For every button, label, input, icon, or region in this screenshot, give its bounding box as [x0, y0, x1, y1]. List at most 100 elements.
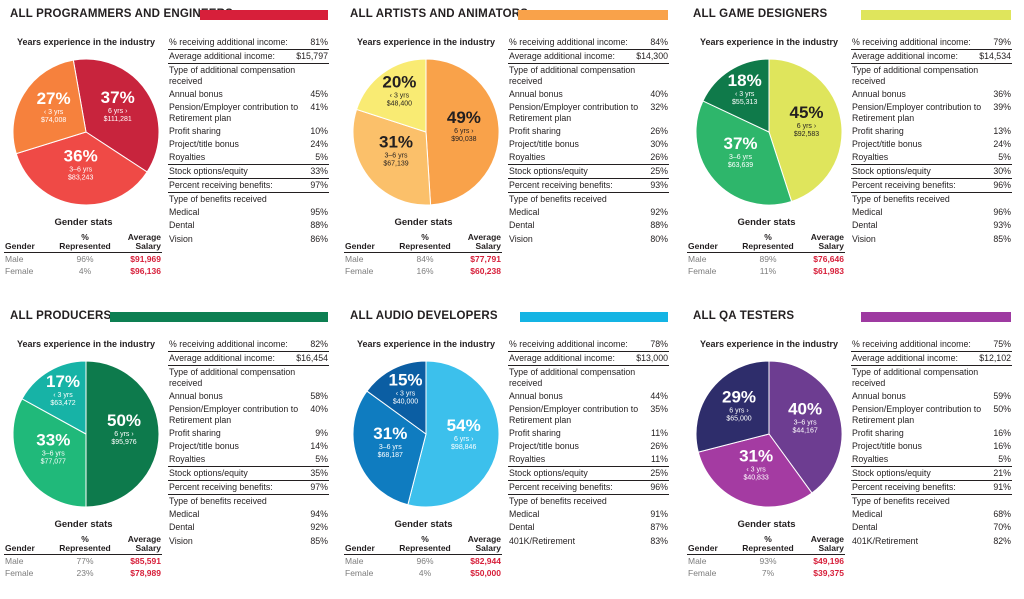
slice-label: 31%3–6 yrs$67,139	[379, 132, 413, 167]
stats-value: 75%	[993, 339, 1011, 350]
stats-row: Stock options/equity 21%	[851, 467, 1012, 481]
pie-title: Years experience in the industry	[699, 339, 839, 349]
stats-row: Stock options/equity 25%	[508, 165, 669, 179]
stats-row: Medical 68%	[851, 508, 1012, 521]
gender-percent: 96%	[416, 555, 434, 566]
gender-salary: $85,591	[130, 555, 161, 566]
slice-years: ‹ 3 yrs	[396, 391, 416, 398]
slice-percent: 54%	[447, 416, 481, 435]
stats-row: Pension/Employer contribution to Retirem…	[851, 403, 1012, 427]
stats-label: Annual bonus	[852, 391, 906, 402]
stats-label: Stock options/equity	[509, 166, 588, 177]
stats-label: Stock options/equity	[852, 166, 931, 177]
slice-percent: 18%	[728, 71, 762, 90]
pie-slice	[768, 58, 843, 203]
chart-panel: ALL GAME DESIGNERS Years experience in th…	[683, 0, 1016, 296]
gender-row: Female 4% $96,136	[4, 265, 162, 277]
stats-row: Project/title bonus 24%	[851, 138, 1012, 151]
gender-header-row: Gender% Represented Average Salary	[687, 233, 845, 253]
stats-row: Annual bonus 45%	[168, 88, 329, 101]
stats-value: 96%	[993, 207, 1011, 218]
gender-percent: 93%	[759, 555, 777, 566]
slice-percent: 37%	[723, 134, 757, 153]
stats-value: 68%	[993, 509, 1011, 520]
stats-row: Average additional income: $14,534	[851, 50, 1012, 65]
slice-salary: $63,639	[728, 162, 753, 169]
stats-label: Percent receiving benefits:	[169, 180, 273, 191]
slice-percent: 17%	[46, 372, 80, 391]
stats-label: Percent receiving benefits:	[509, 180, 613, 191]
gender-percent: 96%	[76, 253, 94, 264]
stats-label: Project/title bonus	[169, 440, 239, 451]
stats-label: Dental	[852, 220, 878, 231]
pie-title: Years experience in the industry	[356, 37, 496, 47]
pie-slice	[85, 360, 160, 508]
gender-label: Female	[688, 567, 717, 578]
stats-value: 93%	[650, 180, 668, 191]
chart-panel: ALL PRODUCERS Years experience in the ind…	[0, 302, 333, 598]
pie-slice	[352, 390, 427, 506]
slice-percent: 33%	[36, 430, 70, 449]
gender-column-header: % Represented	[394, 535, 456, 555]
stats-value: 16%	[993, 440, 1011, 451]
slice-salary: $98,846	[451, 444, 476, 451]
pie-chart: 40%3–6 yrs$44,167 31%‹ 3 yrs$40,833 29%6 y…	[695, 360, 843, 508]
stats-label: Profit sharing	[169, 125, 221, 136]
gender-row: Male 84% $77,791	[344, 253, 502, 265]
stats-value: 80%	[650, 233, 668, 244]
slice-salary: $90,038	[451, 136, 476, 143]
stats-row: Dental 70%	[851, 521, 1012, 534]
pie-title: Years experience in the industry	[699, 37, 839, 47]
stats-label: Average additional income:	[169, 353, 275, 364]
stats-value: 41%	[310, 102, 328, 113]
stats-label: Profit sharing	[169, 427, 221, 438]
slice-years: 3–6 yrs	[69, 167, 92, 174]
stats-label: Dental	[169, 522, 195, 533]
stats-value: 40%	[650, 89, 668, 100]
stats-value: 35%	[650, 404, 668, 415]
slice-salary: $40,833	[743, 475, 768, 482]
stats-row: Project/title bonus 24%	[168, 138, 329, 151]
stats-label: Medical	[509, 207, 540, 218]
stats-row: Stock options/equity 33%	[168, 165, 329, 179]
pie-chart: 45%6 yrs ›$92,583 37%3–6 yrs$63,639 18%‹ 3…	[695, 58, 843, 206]
stats-label: Percent receiving benefits:	[169, 482, 273, 493]
stats-value: 91%	[650, 509, 668, 520]
gender-row: Male 77% $85,591	[4, 555, 162, 567]
gender-row: Female 4% $50,000	[344, 567, 502, 579]
stats-label: Pension/Employer contribution to Retirem…	[509, 404, 639, 425]
gender-column-header: Gender	[687, 233, 737, 253]
gender-row: Female 16% $60,238	[344, 265, 502, 277]
stats-row: % receiving additional income: 82%	[168, 338, 329, 353]
stats-row: Project/title bonus 30%	[508, 138, 669, 151]
gender-column-header: Average Salary	[116, 233, 162, 253]
stats-value: 94%	[310, 509, 328, 520]
slice-salary: $77,077	[41, 458, 66, 465]
gender-column-header: % Represented	[54, 233, 116, 253]
gender-column-header: % Represented	[394, 233, 456, 253]
slice-label: 18%‹ 3 yrs$55,313	[728, 71, 762, 106]
stats-value: 92%	[650, 207, 668, 218]
stats-row: Dental 87%	[508, 521, 669, 534]
stats-label: Pension/Employer contribution to Retirem…	[509, 102, 639, 123]
stats-value: 30%	[993, 166, 1011, 177]
slice-percent: 50%	[107, 411, 141, 430]
stats-row: Profit sharing 10%	[168, 124, 329, 137]
stats-value: 85%	[993, 233, 1011, 244]
stats-row: Medical 94%	[168, 508, 329, 521]
stats-label: Vision	[169, 535, 193, 546]
stats-section-heading: Type of benefits received	[169, 496, 267, 507]
slice-years: 6 yrs ›	[729, 408, 749, 415]
slice-years: 3–6 yrs	[385, 152, 408, 159]
stats-row: % receiving additional income: 78%	[508, 338, 669, 353]
gender-salary: $96,136	[130, 265, 161, 276]
gender-header-row: Gender% Represented Average Salary	[344, 535, 502, 555]
stats-label: Vision	[509, 233, 533, 244]
slice-years: 3–6 yrs	[794, 419, 817, 426]
pie-chart: 54%6 yrs ›$98,846 31%3–6 yrs$68,187 15%‹ 3…	[352, 360, 500, 508]
stats-row: % receiving additional income: 84%	[508, 36, 669, 51]
stats-row: Annual bonus 58%	[168, 390, 329, 403]
stats-label: Project/title bonus	[169, 138, 239, 149]
slice-salary: $63,472	[50, 400, 75, 407]
slice-label: 20%‹ 3 yrs$48,400	[382, 72, 416, 107]
